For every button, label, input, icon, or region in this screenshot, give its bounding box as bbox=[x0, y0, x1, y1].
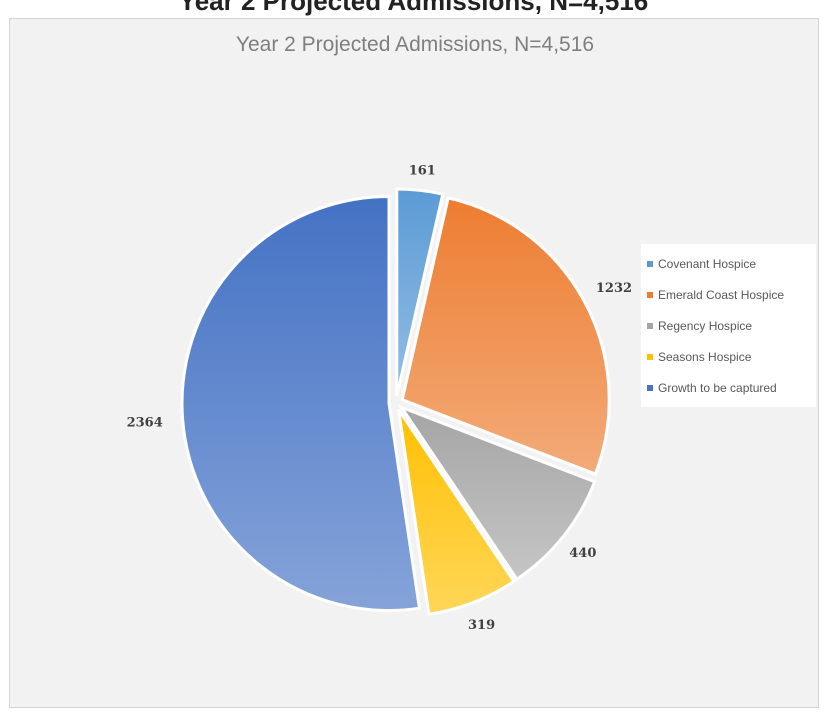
legend-label: Regency Hospice bbox=[658, 318, 753, 333]
legend-item: Covenant Hospice bbox=[647, 248, 810, 279]
legend-label: Growth to be captured bbox=[658, 380, 777, 395]
page-heading: Year 2 Projected Admissions, N=4,516 bbox=[178, 0, 649, 16]
legend-item: Growth to be captured bbox=[647, 372, 810, 403]
legend-swatch bbox=[647, 384, 653, 391]
data-label-regency-hospice: 440 bbox=[569, 546, 596, 561]
legend-swatch bbox=[647, 291, 653, 298]
chart-title: Year 2 Projected Admissions, N=4,516 bbox=[235, 33, 595, 56]
pie-chart: 161 1232 440 319 2364 bbox=[127, 163, 632, 633]
legend-item: Regency Hospice bbox=[647, 310, 810, 341]
data-label-seasons-hospice: 319 bbox=[468, 618, 495, 633]
data-label-growth-to-be-captured: 2364 bbox=[127, 416, 163, 431]
data-label-emerald-coast-hospice: 1232 bbox=[596, 281, 632, 296]
data-label-covenant-hospice: 161 bbox=[409, 163, 436, 178]
pie-slice-emerald-coast-hospice bbox=[400, 196, 611, 476]
pie-slice-growth-to-be-captured bbox=[180, 195, 422, 612]
legend-label: Covenant Hospice bbox=[658, 256, 757, 271]
legend-swatch bbox=[647, 260, 653, 267]
legend-swatch bbox=[647, 322, 653, 329]
legend-label: Seasons Hospice bbox=[658, 349, 752, 364]
pie-slice-seasons-hospice bbox=[397, 408, 517, 616]
legend-label: Emerald Coast Hospice bbox=[658, 287, 785, 302]
pie-slice-regency-hospice bbox=[397, 404, 597, 582]
legend-item: Emerald Coast Hospice bbox=[647, 279, 810, 310]
legend-swatch bbox=[647, 353, 653, 360]
chart-area: Year 2 Projected Admissions, N=4,516 161… bbox=[9, 18, 819, 708]
pie-slice-covenant-hospice bbox=[395, 187, 445, 397]
legend: Covenant Hospice Emerald Coast Hospice Reg… bbox=[641, 244, 816, 407]
legend-item: Seasons Hospice bbox=[647, 341, 810, 372]
